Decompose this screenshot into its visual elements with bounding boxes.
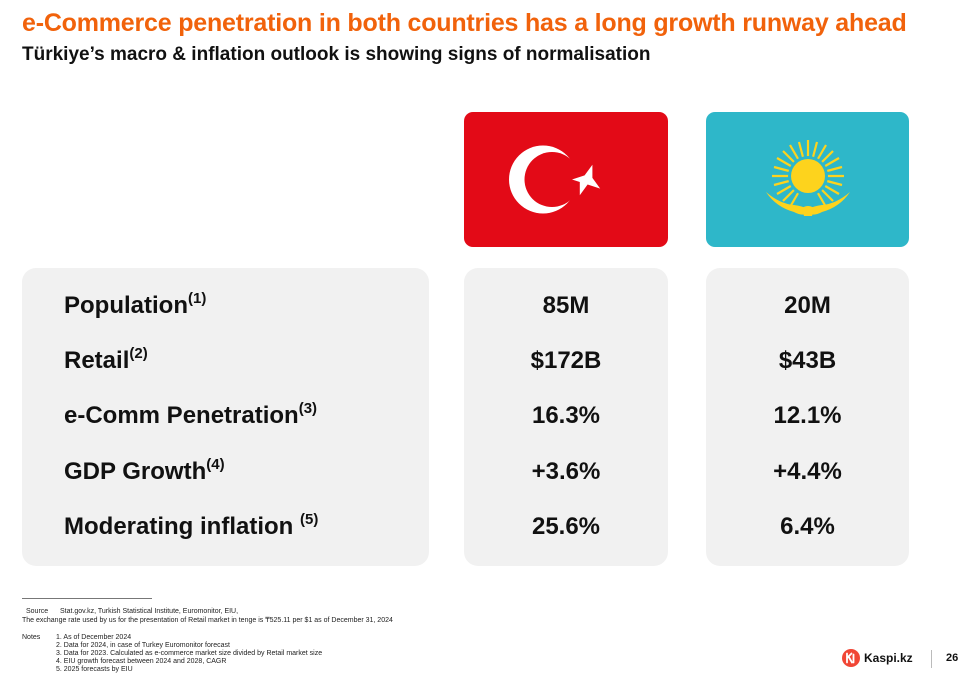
page-subtitle: Türkiye’s macro & inflation outlook is s…	[22, 44, 651, 65]
footer-divider	[931, 650, 932, 668]
kazakhstan-ecomm-value: 12.1%	[773, 402, 842, 429]
metric-label-retail: Retail(2)	[64, 345, 148, 374]
footnote-1: 1. As of December 2024	[56, 634, 132, 641]
exchange-rate-note: The exchange rate used by us for the pre…	[22, 617, 393, 624]
footnote-5: 5. 2025 forecasts by EIU	[56, 666, 133, 673]
source-label: Source	[26, 608, 49, 615]
turkey-gdp-value: +3.6%	[531, 458, 601, 485]
turkey-inflation-value: 25.6%	[531, 513, 601, 540]
kazakhstan-inflation-value: 6.4%	[780, 513, 835, 540]
kaspi-logo-text: Kaspi.kz	[864, 651, 913, 665]
kaspi-logo: Kaspi.kz	[842, 649, 913, 667]
footnote-divider	[22, 598, 152, 599]
metrics-label-panel: Population(1) Retail(2) e-Comm Penetrati…	[22, 268, 429, 566]
footnote-3: 3. Data for 2023. Calculated as e-commer…	[56, 650, 323, 657]
notes-label: Notes	[22, 634, 41, 641]
kazakhstan-population-value: 20M	[784, 292, 831, 319]
metric-label-ecomm-penetration: e-Comm Penetration(3)	[64, 400, 318, 429]
metric-label-population: Population(1)	[64, 290, 207, 319]
turkey-retail-value: $172B	[530, 347, 602, 374]
kazakhstan-retail-value: $43B	[778, 347, 837, 374]
turkey-population-value: 85M	[542, 292, 590, 319]
turkey-ecomm-value: 16.3%	[531, 402, 601, 429]
kazakhstan-values-panel: 20M $43B 12.1% +4.4% 6.4%	[706, 268, 909, 566]
kaspi-logo-icon	[842, 649, 860, 667]
page-title: e-Commerce penetration in both countries…	[22, 9, 907, 37]
page-number: 26	[946, 652, 959, 664]
footnote-2: 2. Data for 2024, in case of Turkey Euro…	[56, 642, 230, 649]
kazakhstan-gdp-value: +4.4%	[773, 458, 842, 485]
turkey-flag-icon	[464, 112, 668, 247]
source-text: Stat.gov.kz, Turkish Statistical Institu…	[60, 608, 239, 615]
turkey-values-panel: 85M $172B 16.3% +3.6% 25.6%	[464, 268, 668, 566]
metric-label-inflation: Moderating inflation (5)	[64, 511, 319, 540]
kazakhstan-flag-icon	[706, 112, 909, 247]
metric-label-gdp-growth: GDP Growth(4)	[64, 456, 225, 485]
footnote-4: 4. EIU growth forecast between 2024 and …	[56, 658, 227, 665]
